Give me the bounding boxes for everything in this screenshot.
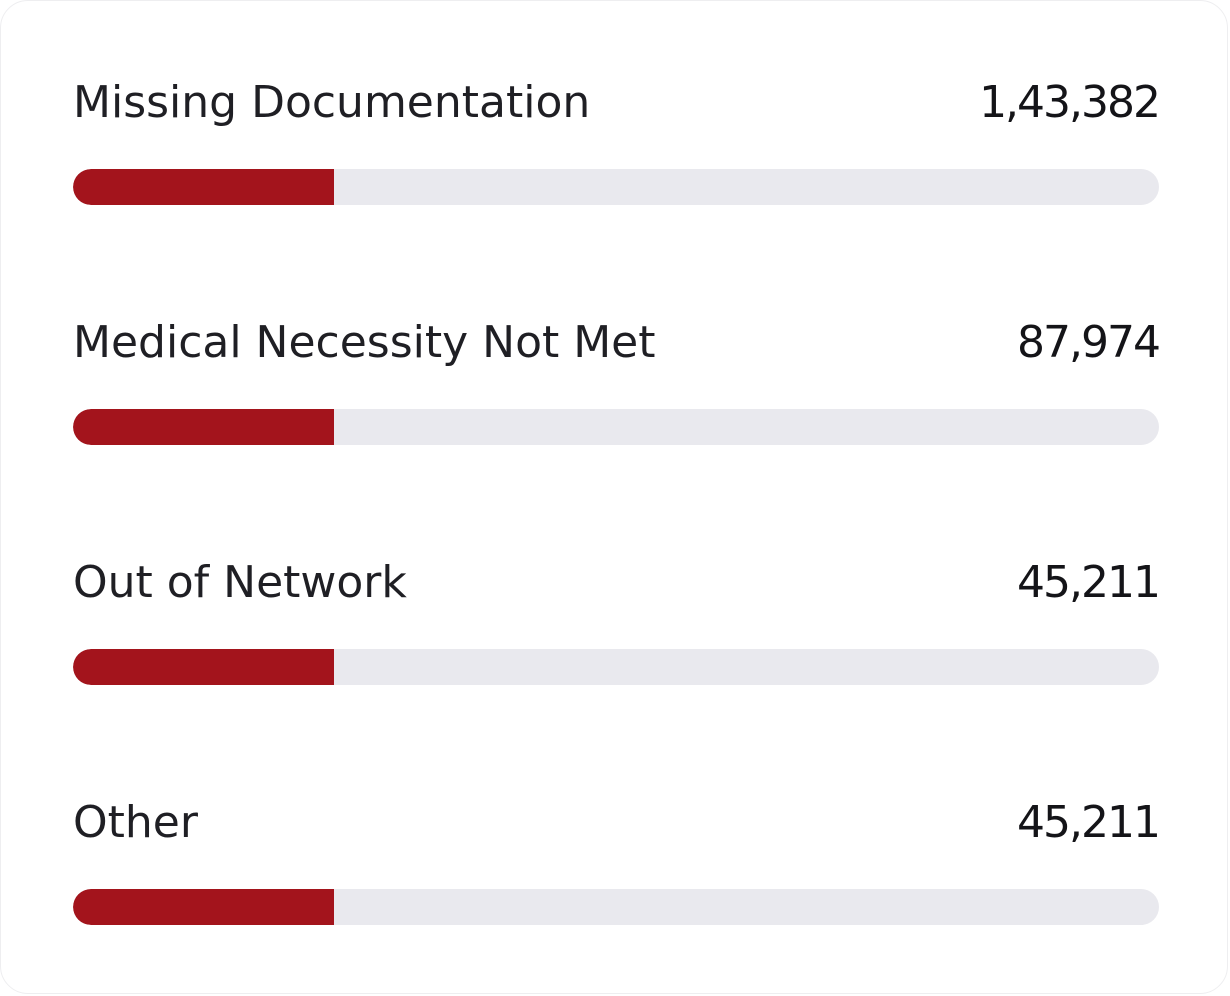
progress-track: [73, 169, 1159, 205]
reason-label: Medical Necessity Not Met: [73, 317, 656, 368]
reason-row: Medical Necessity Not Met 87,974: [73, 313, 1161, 453]
progress-fill: [73, 649, 334, 685]
reason-label: Out of Network: [73, 557, 407, 608]
reason-row: Other 45,211: [73, 793, 1161, 933]
reason-label: Missing Documentation: [73, 77, 591, 128]
reason-label: Other: [73, 797, 198, 848]
progress-track: [73, 409, 1159, 445]
reason-count: 87,974: [1017, 317, 1161, 368]
reason-count: 45,211: [1017, 557, 1161, 608]
progress-fill: [73, 409, 334, 445]
reason-row: Missing Documentation 1,43,382: [73, 73, 1161, 213]
progress-fill: [73, 889, 334, 925]
reason-count: 45,211: [1017, 797, 1161, 848]
reason-row: Out of Network 45,211: [73, 553, 1161, 693]
progress-track: [73, 649, 1159, 685]
reason-count: 1,43,382: [979, 77, 1161, 128]
progress-fill: [73, 169, 334, 205]
progress-track: [73, 889, 1159, 925]
